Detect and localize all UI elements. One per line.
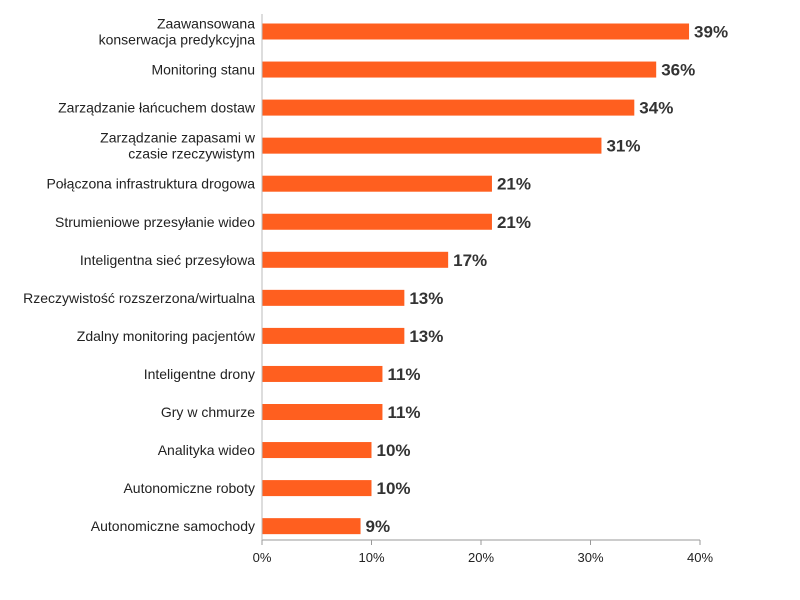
category-label-1: Monitoring stanu: [151, 62, 255, 78]
category-label-7: Rzeczywistość rozszerzona/wirtualna: [23, 290, 255, 306]
value-label-1: 36%: [661, 61, 695, 80]
x-tick-label-3: 30%: [577, 550, 603, 565]
x-tick-label-0: 0%: [253, 550, 272, 565]
x-tick-label-2: 20%: [468, 550, 494, 565]
bars-group: [262, 23, 690, 535]
category-label-11: Analityka wideo: [158, 442, 255, 458]
bar-13: [262, 518, 361, 535]
category-label-line: Inteligentne drony: [144, 366, 255, 382]
value-label-7: 13%: [409, 289, 443, 308]
bar-0: [262, 23, 690, 40]
x-tick-label-4: 40%: [687, 550, 713, 565]
bar-5: [262, 213, 492, 230]
category-label-4: Połączona infrastruktura drogowa: [46, 176, 255, 192]
category-label-6: Inteligentna sieć przesyłowa: [80, 252, 255, 268]
value-label-3: 31%: [606, 137, 640, 156]
category-label-line: Zdalny monitoring pacjentów: [77, 328, 256, 344]
value-label-9: 11%: [387, 365, 420, 384]
value-label-4: 21%: [497, 175, 531, 194]
value-label-8: 13%: [409, 327, 443, 346]
bar-11: [262, 442, 372, 459]
x-tick-label-1: 10%: [358, 550, 384, 565]
category-labels: Zaawansowana konserwacja predykcyjna Monit…: [23, 16, 256, 535]
category-label-line: Inteligentna sieć przesyłowa: [80, 252, 255, 268]
value-label-11: 10%: [377, 441, 411, 460]
category-label-line: czasie rzeczywistym: [128, 146, 255, 162]
value-label-0: 39%: [694, 23, 728, 42]
category-label-line: Zarządzanie łańcuchem dostaw: [58, 100, 256, 116]
category-label-line: Gry w chmurze: [161, 404, 255, 420]
category-label-line: Autonomiczne roboty: [123, 480, 255, 496]
value-label-13: 9%: [366, 517, 391, 536]
category-label-5: Strumieniowe przesyłanie wideo: [55, 214, 255, 230]
bar-6: [262, 251, 449, 268]
bar-4: [262, 175, 492, 192]
category-label-3: Zarządzanie zapasami w czasie rzeczywisty…: [100, 130, 256, 162]
value-label-6: 17%: [453, 251, 487, 270]
category-label-2: Zarządzanie łańcuchem dostaw: [58, 100, 256, 116]
value-label-12: 10%: [377, 479, 411, 498]
value-label-5: 21%: [497, 213, 531, 232]
bar-3: [262, 137, 602, 154]
category-label-line: Autonomiczne samochody: [91, 518, 255, 534]
bar-8: [262, 327, 405, 344]
category-label-line: Strumieniowe przesyłanie wideo: [55, 214, 255, 230]
value-labels: 39% 36% 34% 31% 21% 21% 17% 13% 13% 11% 11% 10% 10% 9…: [366, 23, 729, 537]
value-label-2: 34%: [639, 99, 673, 118]
value-label-10: 11%: [387, 403, 420, 422]
category-label-line: Monitoring stanu: [151, 62, 255, 78]
bar-10: [262, 404, 383, 420]
x-axis: 0% 10% 20% 30% 40%: [253, 14, 713, 565]
category-label-10: Gry w chmurze: [161, 404, 255, 420]
category-label-12: Autonomiczne roboty: [123, 480, 255, 496]
category-label-0: Zaawansowana konserwacja predykcyjna: [99, 16, 256, 48]
bar-9: [262, 365, 383, 382]
bar-12: [262, 480, 372, 497]
category-label-line: Rzeczywistość rozszerzona/wirtualna: [23, 290, 255, 306]
category-label-line: Zaawansowana: [157, 16, 255, 32]
category-label-line: Analityka wideo: [158, 442, 255, 458]
category-label-13: Autonomiczne samochody: [91, 518, 255, 534]
category-label-line: Zarządzanie zapasami w: [100, 130, 256, 146]
category-label-line: Połączona infrastruktura drogowa: [46, 176, 255, 192]
category-label-8: Zdalny monitoring pacjentów: [77, 328, 256, 344]
category-label-9: Inteligentne drony: [144, 366, 255, 382]
bar-7: [262, 289, 405, 306]
category-label-line: konserwacja predykcyjna: [99, 32, 256, 48]
bar-2: [262, 99, 635, 116]
bar-1: [262, 61, 657, 78]
